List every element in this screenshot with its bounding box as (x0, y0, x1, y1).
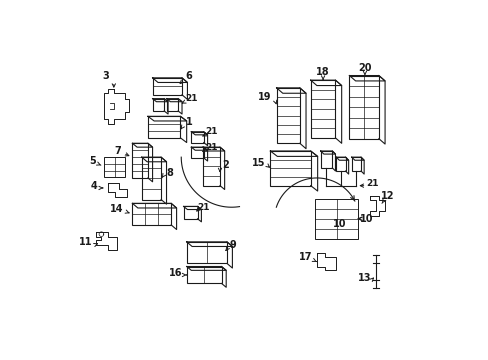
Text: 11: 11 (79, 237, 93, 247)
Text: 9: 9 (229, 240, 236, 250)
Bar (320, 151, 332, 168)
Bar (166, 99, 178, 111)
Text: 13: 13 (357, 273, 371, 283)
Bar (351, 157, 360, 171)
Bar (191, 147, 203, 158)
Text: 5: 5 (88, 156, 95, 166)
Bar (315, 199, 357, 239)
Bar (152, 78, 182, 95)
Bar (148, 116, 180, 138)
Text: 21: 21 (366, 179, 378, 188)
Bar (152, 99, 164, 111)
Text: 6: 6 (185, 71, 192, 81)
Text: 21: 21 (184, 94, 197, 103)
Bar (336, 157, 345, 171)
Text: 17: 17 (298, 252, 311, 262)
Bar (191, 132, 203, 143)
Bar (276, 88, 299, 143)
Text: 21: 21 (205, 127, 217, 136)
Text: 12: 12 (381, 191, 394, 201)
Bar (270, 151, 310, 186)
Text: 3: 3 (102, 71, 108, 81)
Bar (186, 242, 226, 264)
Bar (310, 80, 335, 138)
Bar (103, 157, 125, 177)
Bar (142, 157, 161, 199)
Text: 15: 15 (251, 158, 265, 167)
Text: 16: 16 (169, 268, 182, 278)
Bar (132, 203, 171, 225)
Text: 8: 8 (166, 167, 173, 177)
Text: 10: 10 (333, 219, 346, 229)
Text: 4: 4 (90, 181, 97, 191)
Bar (132, 143, 148, 178)
Bar (203, 147, 220, 186)
Bar (186, 266, 221, 283)
Text: 14: 14 (110, 204, 123, 214)
Text: 18: 18 (316, 67, 329, 77)
Text: 7: 7 (114, 146, 121, 156)
Text: 19: 19 (258, 92, 271, 102)
Text: 1: 1 (185, 117, 192, 127)
Bar (349, 76, 378, 139)
Text: 21: 21 (205, 143, 217, 152)
Text: 10: 10 (359, 214, 372, 224)
Text: 20: 20 (357, 63, 371, 73)
Text: 21: 21 (197, 203, 209, 212)
Bar (183, 206, 197, 219)
Text: 2: 2 (222, 160, 228, 170)
